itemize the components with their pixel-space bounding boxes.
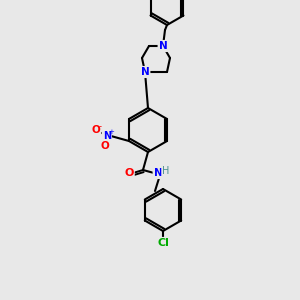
Text: H: H [162, 166, 170, 176]
Text: N: N [154, 168, 162, 178]
Text: O: O [100, 141, 109, 151]
Text: O: O [92, 125, 100, 135]
Text: N: N [141, 67, 149, 77]
Text: N: N [103, 131, 111, 141]
Text: +: + [108, 129, 114, 135]
Text: -: - [98, 122, 101, 131]
Text: O: O [124, 168, 134, 178]
Text: N: N [159, 41, 167, 51]
Text: Cl: Cl [157, 238, 169, 248]
